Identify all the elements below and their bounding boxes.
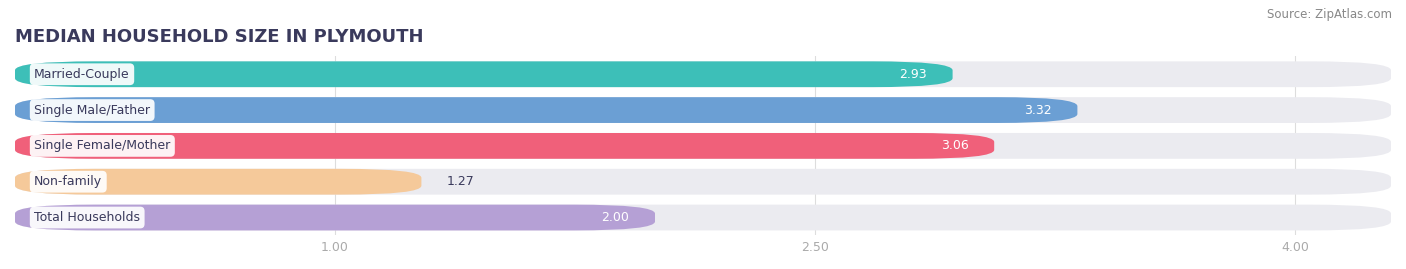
FancyBboxPatch shape bbox=[15, 61, 1391, 87]
Text: 2.93: 2.93 bbox=[900, 68, 927, 81]
Text: 3.06: 3.06 bbox=[941, 139, 969, 153]
Text: Single Male/Father: Single Male/Father bbox=[34, 104, 150, 116]
Text: Non-family: Non-family bbox=[34, 175, 103, 188]
FancyBboxPatch shape bbox=[15, 61, 953, 87]
Text: MEDIAN HOUSEHOLD SIZE IN PLYMOUTH: MEDIAN HOUSEHOLD SIZE IN PLYMOUTH bbox=[15, 29, 423, 47]
FancyBboxPatch shape bbox=[15, 133, 994, 159]
FancyBboxPatch shape bbox=[15, 169, 1391, 194]
Text: Total Households: Total Households bbox=[34, 211, 141, 224]
FancyBboxPatch shape bbox=[15, 169, 422, 194]
Text: 1.27: 1.27 bbox=[447, 175, 475, 188]
Text: Source: ZipAtlas.com: Source: ZipAtlas.com bbox=[1267, 8, 1392, 21]
Text: Single Female/Mother: Single Female/Mother bbox=[34, 139, 170, 153]
FancyBboxPatch shape bbox=[15, 97, 1077, 123]
Text: Married-Couple: Married-Couple bbox=[34, 68, 129, 81]
FancyBboxPatch shape bbox=[15, 97, 1391, 123]
FancyBboxPatch shape bbox=[15, 133, 1391, 159]
FancyBboxPatch shape bbox=[15, 205, 1391, 231]
Text: 2.00: 2.00 bbox=[602, 211, 630, 224]
Text: 3.32: 3.32 bbox=[1024, 104, 1052, 116]
FancyBboxPatch shape bbox=[15, 205, 655, 231]
